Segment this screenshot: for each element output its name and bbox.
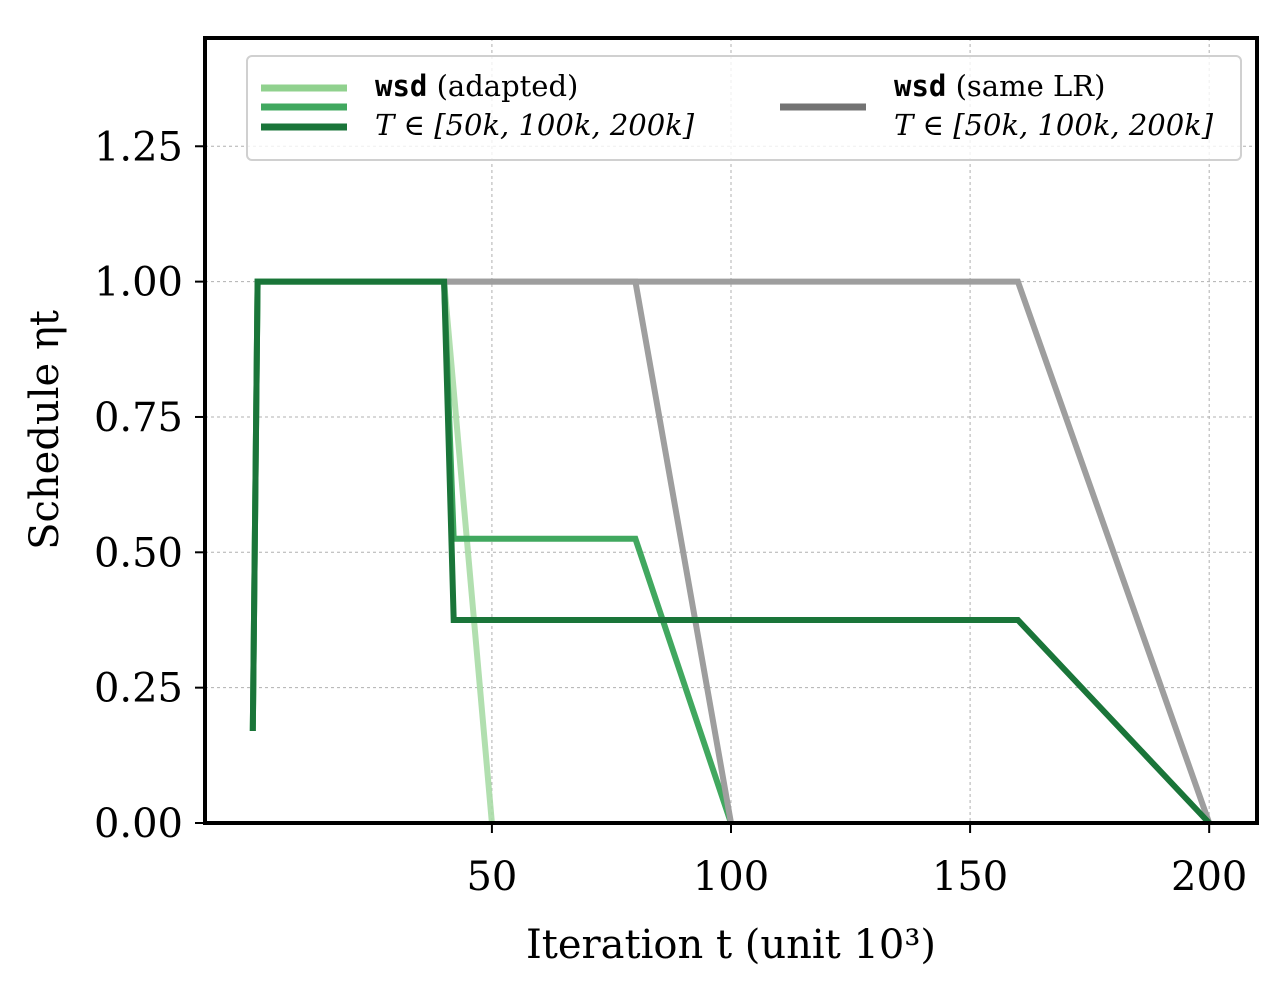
y-tick-label: 1.00 [94, 260, 183, 306]
x-tick-label: 200 [1171, 854, 1247, 900]
legend-sublabel-same-lr: T ∈ [50k, 100k, 200k] [894, 108, 1214, 142]
series-lines [249, 278, 1213, 826]
y-tick-label: 0.75 [94, 395, 183, 441]
y-tick-label: 0.50 [94, 530, 183, 576]
x-axis-title: Iteration t (unit 10³) [526, 922, 936, 968]
series-line-wsd-adapted-50k [249, 278, 495, 824]
x-tick-label: 50 [466, 854, 517, 900]
legend-sublabel-adapted: T ∈ [50k, 100k, 200k] [375, 108, 695, 142]
series-line-wsd-same-lr-200k [444, 278, 1213, 824]
legend-box [246, 55, 1242, 161]
legend: wsd (adapted) T ∈ [50k, 100k, 200k] wsd … [246, 55, 1242, 161]
x-tick-label: 150 [932, 854, 1008, 900]
legend-label-adapted: wsd (adapted) [375, 69, 578, 103]
series-line-wsd-adapted-200k [249, 278, 1212, 826]
y-axis-title: Schedule ηt [22, 310, 68, 550]
y-tick-label: 0.25 [94, 666, 183, 712]
legend-label-same-lr: wsd (same LR) [894, 69, 1105, 103]
y-tick-label: 0.00 [94, 801, 183, 847]
x-tick-label: 100 [693, 854, 769, 900]
axis-ticks: 50 100 150 200 0.00 0.25 0.50 0.75 1.00 1.25 [94, 124, 1247, 900]
y-tick-label: 1.25 [94, 124, 183, 170]
